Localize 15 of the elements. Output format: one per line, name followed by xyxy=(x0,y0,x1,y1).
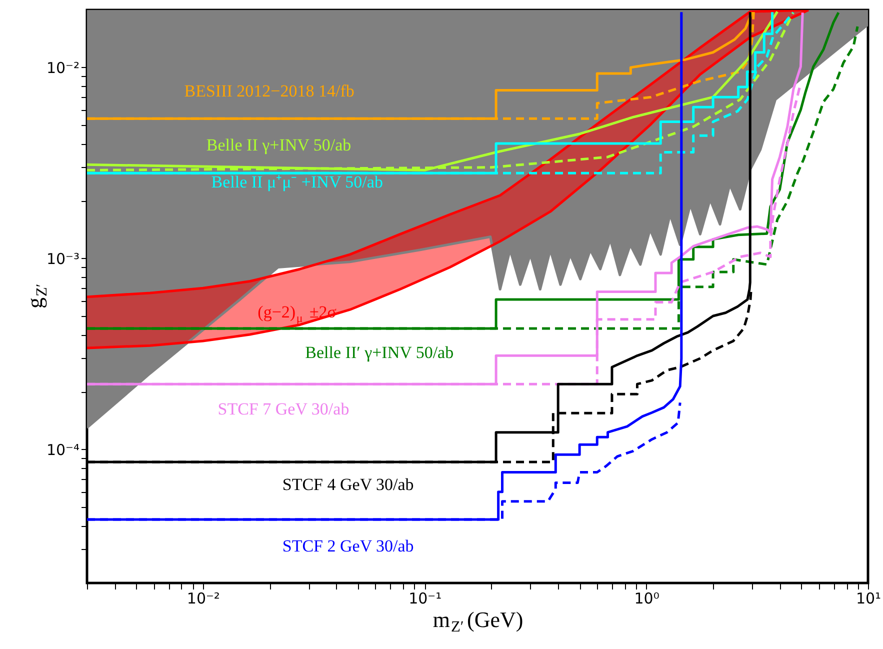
series-label: STCF 2 GeV 30/ab xyxy=(282,536,414,556)
x-tick-label: 10⁰ xyxy=(634,590,660,608)
x-tick-label: 10⁻² xyxy=(186,590,220,608)
series-label: Belle II μ⁺μ⁻ +INV 50/ab xyxy=(211,172,383,192)
series-label: Belle II γ+INV 50/ab xyxy=(206,136,352,155)
y-tick-label: 10⁻⁴ xyxy=(46,440,80,459)
series-label: STCF 4 GeV 30/ab xyxy=(282,475,414,494)
x-tick-label: 10⁻¹ xyxy=(408,590,442,608)
series-label: BESIII 2012−2018 14/fb xyxy=(184,81,354,100)
x-tick-label: 10¹ xyxy=(856,590,882,608)
series-label: STCF 7 GeV 30/ab xyxy=(218,399,350,418)
y-tick-label: 10⁻³ xyxy=(46,250,80,268)
y-axis-title: gZ′ xyxy=(22,284,51,309)
series-label: Belle II′ γ+INV 50/ab xyxy=(305,343,454,362)
y-tick-label: 10⁻² xyxy=(46,58,80,77)
